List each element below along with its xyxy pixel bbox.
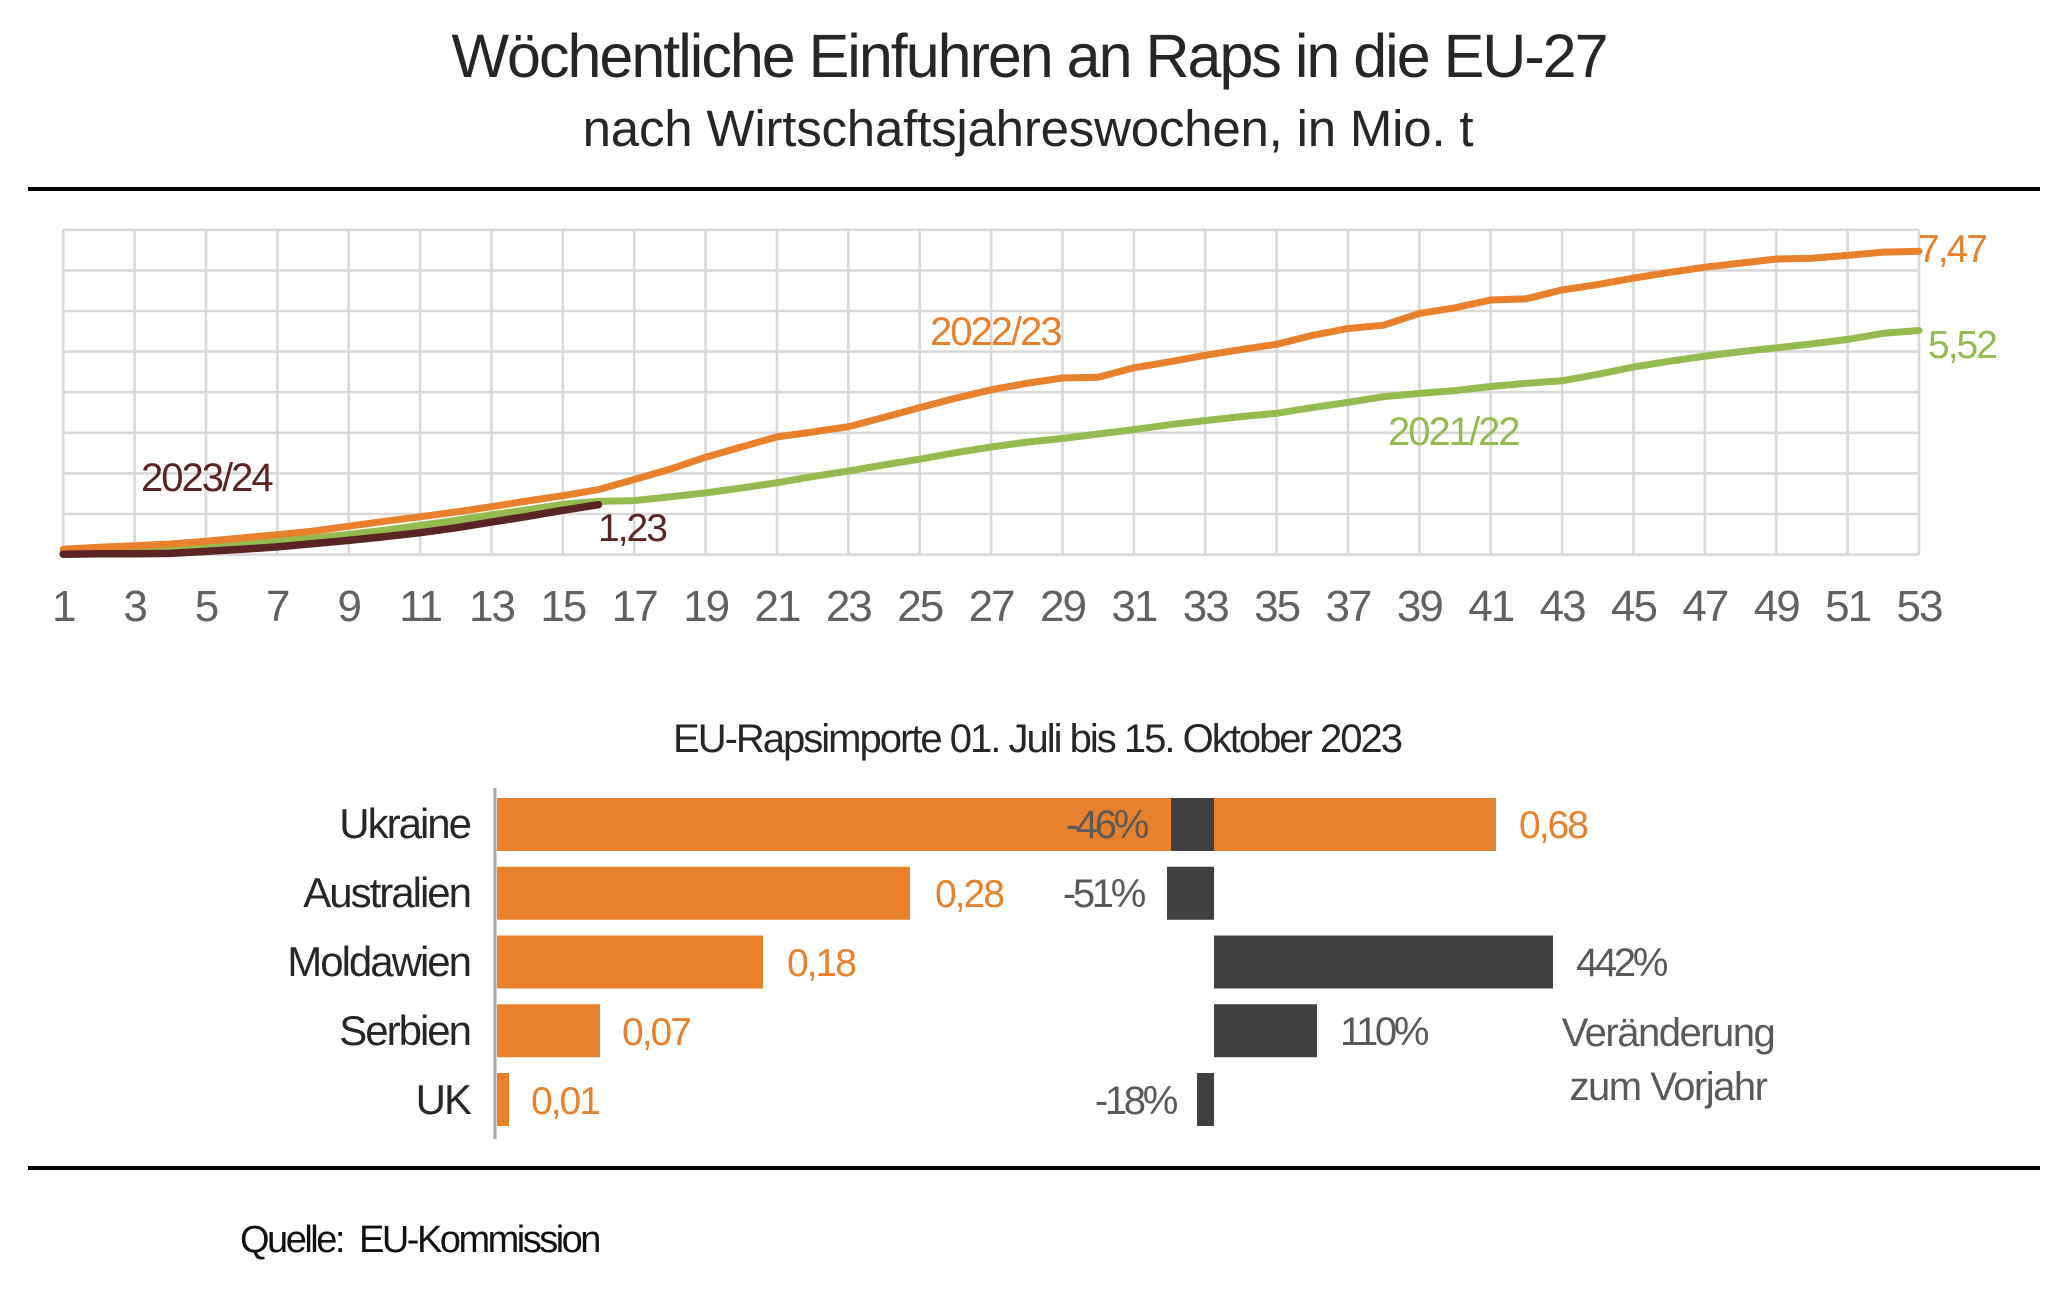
svg-text:Australien: Australien [303,869,470,916]
svg-text:43: 43 [1540,582,1585,631]
svg-text:Veränderung: Veränderung [1562,1011,1775,1055]
svg-text:35: 35 [1254,582,1299,631]
svg-text:1: 1 [52,582,75,631]
svg-text:Serbien: Serbien [339,1007,470,1054]
svg-text:0,07: 0,07 [622,1011,690,1054]
svg-text:2021/22: 2021/22 [1388,410,1519,454]
svg-text:13: 13 [469,582,514,631]
svg-text:1,23: 1,23 [598,507,666,550]
svg-text:EU-Rapsimporte 01. Juli bis 15: EU-Rapsimporte 01. Juli bis 15. Oktober … [673,717,1402,761]
svg-text:7: 7 [266,582,289,631]
svg-text:31: 31 [1111,582,1156,631]
svg-text:33: 33 [1183,582,1228,631]
svg-text:49: 49 [1754,582,1799,631]
svg-text:45: 45 [1611,582,1656,631]
svg-text:442%: 442% [1576,941,1668,985]
svg-text:53: 53 [1897,582,1942,631]
svg-text:-46%: -46% [1066,803,1149,847]
svg-text:17: 17 [612,582,657,631]
svg-text:29: 29 [1040,582,1085,631]
svg-text:39: 39 [1397,582,1442,631]
svg-text:15: 15 [540,582,585,631]
svg-text:0,28: 0,28 [935,873,1003,916]
svg-text:37: 37 [1326,582,1371,631]
svg-text:19: 19 [683,582,728,631]
svg-text:47: 47 [1682,582,1727,631]
svg-text:27: 27 [969,582,1014,631]
svg-text:-51%: -51% [1063,872,1146,916]
svg-text:25: 25 [897,582,942,631]
svg-text:zum Vorjahr: zum Vorjahr [1570,1065,1768,1109]
svg-text:9: 9 [337,582,360,631]
svg-text:7,47: 7,47 [1918,228,1986,271]
svg-text:-18%: -18% [1095,1079,1178,1123]
svg-text:21: 21 [755,582,800,631]
svg-text:0,68: 0,68 [1519,804,1587,847]
svg-text:5: 5 [195,582,218,631]
svg-text:41: 41 [1468,582,1513,631]
svg-text:51: 51 [1825,582,1870,631]
svg-text:110%: 110% [1340,1010,1429,1054]
svg-text:2023/24: 2023/24 [141,456,273,500]
svg-text:3: 3 [123,582,146,631]
svg-text:0,01: 0,01 [531,1080,599,1123]
svg-text:Moldawien: Moldawien [287,938,470,985]
svg-text:23: 23 [826,582,871,631]
svg-text:11: 11 [399,582,441,631]
svg-text:Ukraine: Ukraine [339,800,470,847]
svg-text:5,52: 5,52 [1928,324,1996,367]
svg-text:2022/23: 2022/23 [930,310,1061,354]
svg-text:UK: UK [416,1076,472,1123]
svg-text:0,18: 0,18 [787,942,855,985]
